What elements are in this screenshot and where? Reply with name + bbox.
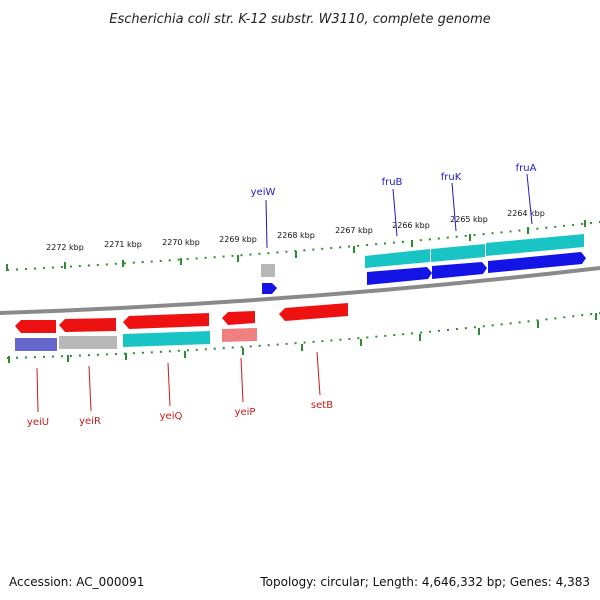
gene-label-yeiQ[interactable]: yeiQ (160, 411, 183, 422)
top-ruler (6, 220, 600, 271)
yeiR-cds-block[interactable] (59, 336, 117, 349)
setB-leader (316, 351, 321, 396)
gene-label-yeiW[interactable]: yeiW (251, 187, 276, 198)
yeiQ-leader (167, 362, 171, 407)
kbp-label: 2265 kbp (450, 215, 488, 224)
yeiU-cds-block[interactable] (15, 338, 57, 351)
map-title: Escherichia coli str. K-12 substr. W3110… (109, 12, 490, 27)
forward-features (261, 234, 586, 294)
bottom-ruler-line (6, 312, 600, 359)
gene-label-yeiR[interactable]: yeiR (79, 416, 101, 427)
genome-backbone (0, 266, 600, 315)
gene-label-fruK[interactable]: fruK (441, 172, 462, 183)
kbp-label: 2269 kbp (219, 235, 257, 244)
yeiU-leader (36, 367, 39, 413)
gene-label-yeiU[interactable]: yeiU (27, 417, 49, 428)
yeiQ-gene-arrow[interactable] (123, 313, 209, 329)
bottom-ruler (6, 312, 600, 363)
kbp-label: 2264 kbp (507, 209, 545, 218)
yeiP-gene-arrow[interactable] (222, 311, 255, 325)
yeiR-leader (88, 365, 92, 412)
reverse-features (15, 303, 348, 351)
yeiP-rna-block[interactable] (222, 328, 257, 342)
gene-label-fruB[interactable]: fruB (382, 177, 403, 188)
genome-summary-text: Topology: circular; Length: 4,646,332 bp… (259, 575, 590, 589)
kbp-labels: 2272 kbp 2271 kbp 2270 kbp 2269 kbp 2268… (46, 209, 545, 252)
yeiU-gene-arrow[interactable] (15, 320, 56, 333)
kbp-label: 2266 kbp (392, 221, 430, 230)
gene-label-fruA[interactable]: fruA (516, 163, 537, 174)
yeiW-leader (265, 199, 268, 249)
forward-gene-labels: yeiW fruB fruK fruA (251, 163, 537, 249)
fruB-gene-arrow[interactable] (367, 267, 432, 285)
top-ruler-line (6, 221, 600, 271)
setB-gene-arrow[interactable] (279, 303, 348, 321)
fruA-leader (526, 173, 533, 225)
yeiP-leader (240, 357, 244, 403)
reverse-gene-labels: yeiU yeiR yeiQ yeiP setB (27, 351, 333, 428)
accession-text: Accession: AC_000091 (9, 575, 144, 589)
fruK-leader (451, 182, 457, 232)
kbp-label: 2270 kbp (162, 238, 200, 247)
fruB-leader (392, 188, 398, 237)
fruA-gene-arrow[interactable] (488, 252, 586, 273)
gene-label-setB[interactable]: setB (311, 400, 333, 411)
yeiW-gene-arrow[interactable] (262, 283, 277, 294)
gene-label-yeiP[interactable]: yeiP (235, 407, 256, 418)
yeiW-pseudo-block[interactable] (261, 264, 275, 277)
fruK-cds-block[interactable] (431, 244, 485, 262)
yeiR-gene-arrow[interactable] (59, 318, 116, 332)
kbp-label: 2271 kbp (104, 240, 142, 249)
kbp-label: 2272 kbp (46, 243, 84, 252)
yeiQ-cds-block[interactable] (123, 331, 210, 347)
kbp-label: 2268 kbp (277, 231, 315, 240)
fruK-gene-arrow[interactable] (432, 262, 487, 279)
fruA-cds-block[interactable] (486, 234, 584, 256)
kbp-label: 2267 kbp (335, 226, 373, 235)
fruB-cds-block[interactable] (365, 249, 430, 268)
